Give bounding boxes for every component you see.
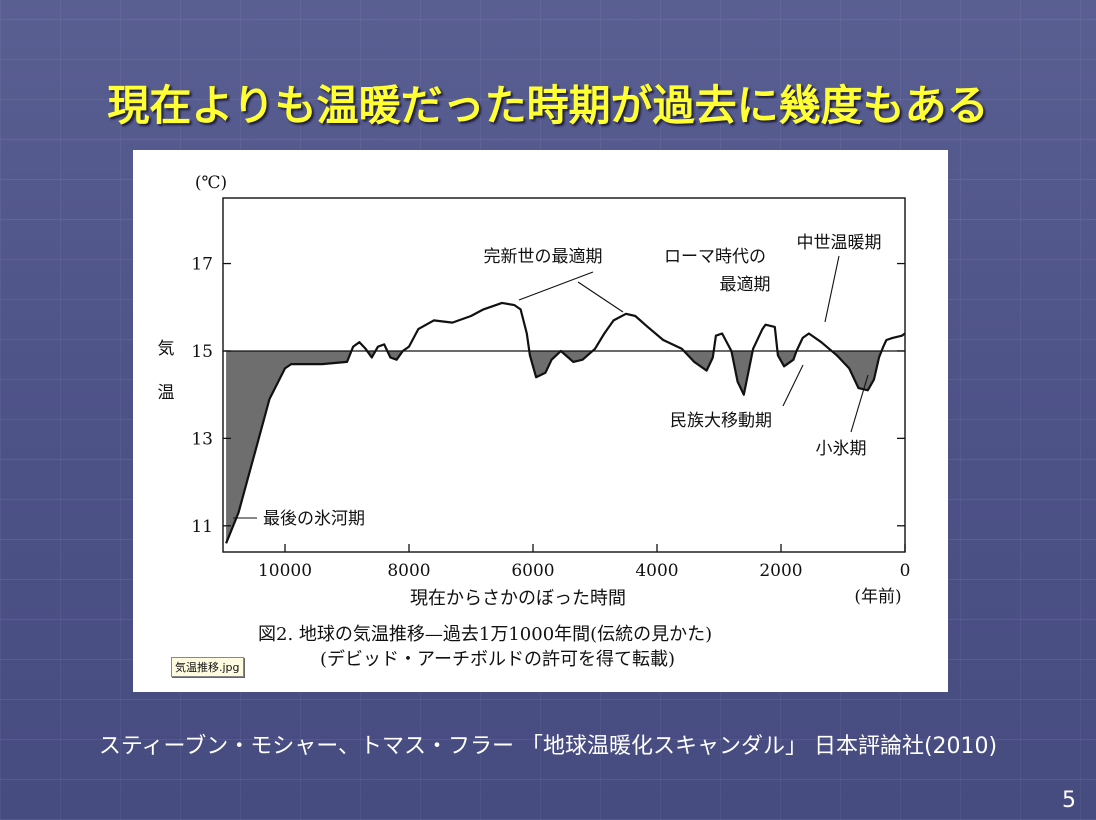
annotation-leader-0 [518, 271, 594, 301]
annotation-label-3: 中世温暖期 [797, 233, 882, 253]
x-axis-label: 現在からさかのぼった時間 [410, 588, 626, 609]
page-number: 5 [1062, 788, 1076, 813]
annotation-label-1: ローマ時代の [664, 247, 766, 267]
caption-line-1: 図2. 地球の気温推移—過去1万1000年間(伝統の見かた) [258, 624, 713, 645]
y-unit-label: (℃) [195, 173, 227, 193]
annotation-label-6: 最後の氷河期 [263, 509, 365, 529]
annotation-leader-4 [782, 364, 804, 407]
x-axis-unit-label: (年前) [854, 587, 901, 607]
annotation-leader-3 [824, 255, 840, 323]
file-name-badge[interactable]: 気温推移.jpg [171, 657, 244, 677]
temperature-line [225, 301, 906, 544]
y-tick-label-11: 11 [191, 517, 213, 537]
y-tick-label-15: 15 [191, 342, 213, 362]
annotation-label-4: 民族大移動期 [670, 411, 772, 431]
annotation-leader-5 [850, 374, 869, 433]
plot-frame [222, 197, 906, 553]
y-axis-label-char: 気 [158, 339, 175, 359]
annotation-label-2: 最適期 [720, 275, 771, 295]
chart-figure: 11 13 15 17 10000 8000 6000 4000 2000 0 (℃) 気温現在からさ… [133, 150, 948, 692]
annotation-label-5: 小氷期 [816, 439, 867, 459]
slide-title: 現在よりも温暖だった時期が過去に幾度もある [107, 81, 989, 130]
y-axis-label-char: 温 [158, 383, 175, 403]
caption-line-2: (デビッド・アーチボルドの許可を得て転載) [320, 649, 675, 670]
annotation-leader-1 [577, 281, 624, 313]
x-tick-label-8000: 8000 [387, 561, 430, 581]
x-tick-label-6000: 6000 [511, 561, 554, 581]
x-tick-label-2000: 2000 [759, 561, 802, 581]
citation-text: スティーブン・モシャー、トマス・フラー 「地球温暖化スキャンダル」 日本評論社(… [98, 734, 998, 759]
annotation-label-0: 完新世の最適期 [484, 247, 603, 267]
temperature-chart: 11 13 15 17 10000 8000 6000 4000 2000 0 (℃) 気温現在からさ… [158, 173, 911, 609]
x-tick-label-0: 0 [900, 561, 911, 581]
y-tick-label-17: 17 [191, 255, 213, 275]
x-tick-label-10000: 10000 [258, 561, 312, 581]
x-tick-label-4000: 4000 [635, 561, 678, 581]
figure-caption: 図2. 地球の気温推移—過去1万1000年間(伝統の見かた) (デビッド・アーチ… [258, 622, 858, 672]
y-tick-label-13: 13 [191, 429, 213, 449]
